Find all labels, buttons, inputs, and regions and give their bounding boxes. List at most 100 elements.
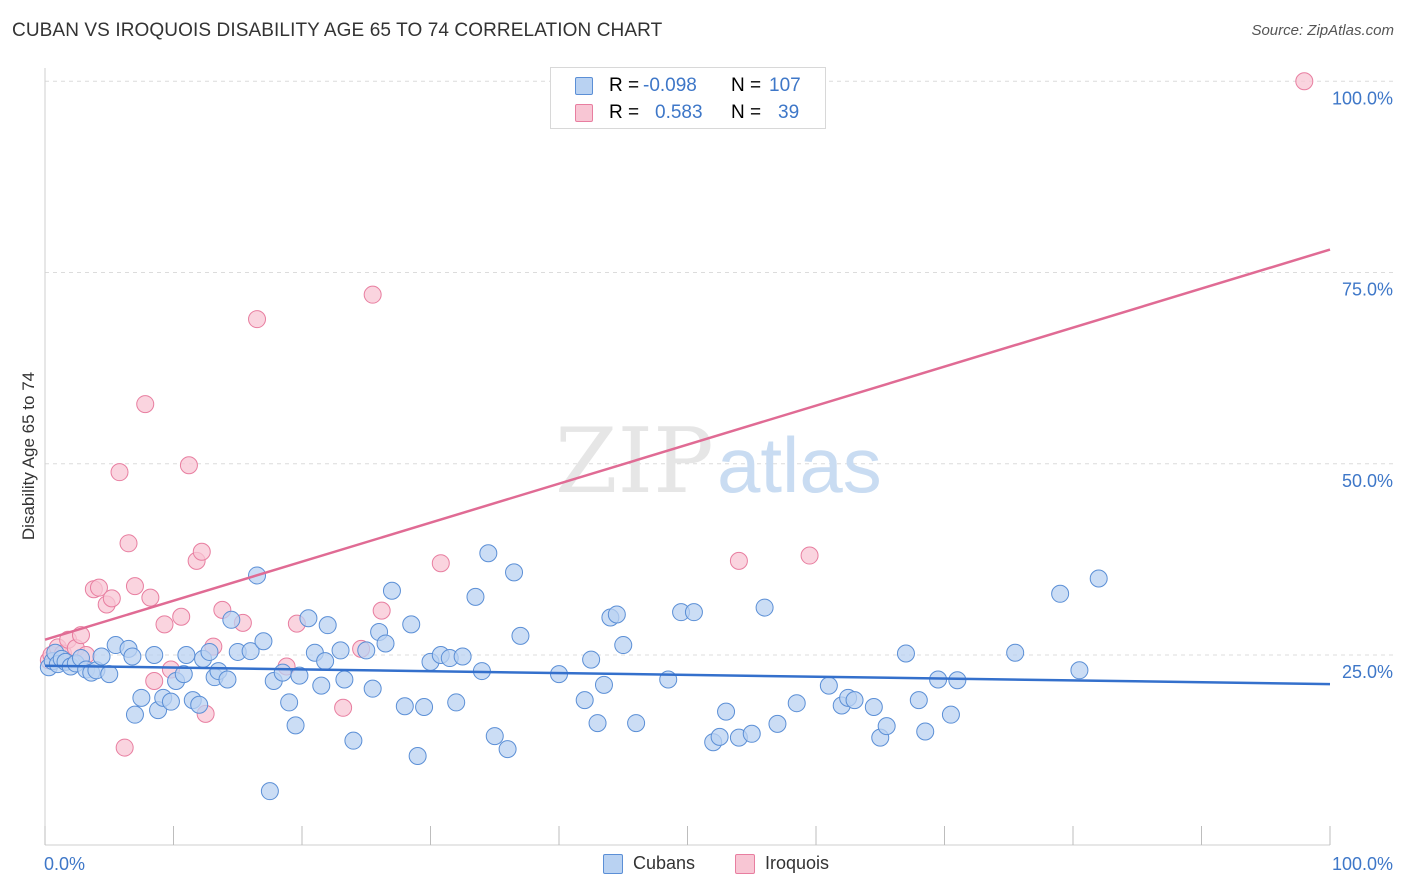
cubans-point <box>742 724 761 743</box>
cubans-point <box>594 675 613 694</box>
cubans-point <box>505 563 524 582</box>
cubans-point <box>896 644 915 663</box>
iroquois-point <box>102 589 121 608</box>
stats-n-label-cubans: N = <box>731 75 762 96</box>
iroquois-point <box>172 607 191 626</box>
iroquois-point <box>179 456 198 475</box>
cubans-point <box>1089 569 1108 588</box>
trend-lines <box>44 248 1331 686</box>
axes <box>44 68 1331 846</box>
cubans-point <box>273 663 292 682</box>
cubans-point <box>123 647 142 666</box>
iroquois-point <box>800 546 819 565</box>
stats-n-label-iroquois: N = <box>731 102 762 123</box>
iroquois-point <box>89 578 108 597</box>
cubans-point <box>768 714 787 733</box>
chart-source: Source: ZipAtlas.com <box>1251 22 1394 39</box>
y-tick-label: 50.0% <box>1342 471 1393 491</box>
cubans-point <box>877 717 896 736</box>
cubans-point <box>614 636 633 655</box>
iroquois-point <box>125 577 144 596</box>
iroquois-point <box>141 588 160 607</box>
cubans-point <box>395 697 414 716</box>
cubans-point <box>864 698 883 717</box>
cubans-point <box>125 705 144 724</box>
iroquois-point <box>729 551 748 570</box>
cubans-point <box>177 646 196 664</box>
iroquois-point <box>155 615 174 634</box>
stats-swatch-iroquois <box>575 104 593 122</box>
cubans-point <box>286 716 305 735</box>
cubans-point <box>357 641 376 660</box>
legend-swatch-cubans <box>603 853 623 874</box>
cubans-point <box>161 692 180 711</box>
cubans-point <box>316 652 335 671</box>
y-tick-label: 25.0% <box>1342 662 1393 682</box>
iroquois-point <box>119 534 138 553</box>
cubans-point <box>363 679 382 698</box>
cubans-point <box>280 693 299 712</box>
cubans-trend-line <box>44 664 1331 686</box>
cubans-point <box>819 676 838 695</box>
iroquois-point <box>110 463 129 482</box>
x-tick-label-max: 100.0% <box>1332 854 1393 874</box>
cubans-point <box>376 634 395 653</box>
cubans-point <box>755 598 774 617</box>
cubans-point <box>684 603 703 622</box>
legend-label-cubans: Cubans <box>633 853 696 873</box>
cubans-point <box>200 642 219 661</box>
cubans-point <box>132 688 151 707</box>
cubans-point <box>1006 643 1025 662</box>
cubans-point <box>787 694 806 713</box>
cubans-point <box>344 731 363 750</box>
cubans-point <box>402 615 421 634</box>
cubans-point <box>331 641 350 660</box>
cubans-point <box>627 714 646 733</box>
gridlines <box>45 80 1395 656</box>
cubans-point <box>909 691 928 710</box>
cubans-point <box>92 647 111 666</box>
stats-n-value-iroquois: 39 <box>778 102 800 123</box>
cubans-point <box>190 695 209 714</box>
watermark: ZIP atlas <box>555 409 882 514</box>
cubans-point <box>710 727 729 746</box>
stats-r-label-iroquois: R = <box>609 102 640 123</box>
cubans-point <box>479 544 498 563</box>
legend-label-iroquois: Iroquois <box>765 853 830 873</box>
stats-swatch-cubans <box>575 77 593 95</box>
stats-box: R = -0.098 N = 107 R = 0.583 N = 39 <box>550 67 826 129</box>
cubans-point <box>607 605 626 624</box>
stats-r-value-cubans: -0.098 <box>643 75 697 96</box>
legend-item-cubans[interactable]: Cubans <box>603 853 695 874</box>
x-tick-label-min: 0.0% <box>44 854 85 874</box>
cubans-point <box>382 581 401 600</box>
cubans-point <box>498 740 517 759</box>
cubans-point <box>485 727 504 746</box>
cubans-point <box>466 587 485 606</box>
y-axis-label: Disability Age 65 to 74 <box>19 372 38 540</box>
cubans-point <box>241 642 260 661</box>
iroquois-point <box>115 738 134 757</box>
cubans-point <box>260 782 279 801</box>
tick-labels: 25.0% 50.0% 75.0% 100.0% 0.0% 100.0% <box>44 88 1393 874</box>
legend-swatch-iroquois <box>735 853 755 874</box>
cubans-point <box>335 670 354 689</box>
chart-title: CUBAN VS IROQUOIS DISABILITY AGE 65 TO 7… <box>12 20 663 41</box>
iroquois-point <box>334 698 353 717</box>
iroquois-point <box>248 310 267 329</box>
cubans-point <box>447 693 466 712</box>
y-tick-label: 75.0% <box>1342 280 1393 300</box>
stats-r-label-cubans: R = <box>609 75 640 96</box>
cubans-point <box>916 722 935 741</box>
cubans-point <box>1051 584 1070 603</box>
legend-item-iroquois[interactable]: Iroquois <box>735 853 829 874</box>
cubans-point <box>453 647 472 666</box>
cubans-point <box>299 609 318 628</box>
y-tick-label: 100.0% <box>1332 88 1393 108</box>
iroquois-point <box>192 542 211 561</box>
cubans-point <box>717 702 736 721</box>
cubans-point <box>222 610 241 629</box>
stats-n-value-cubans: 107 <box>769 75 801 96</box>
iroquois-point <box>136 395 155 414</box>
